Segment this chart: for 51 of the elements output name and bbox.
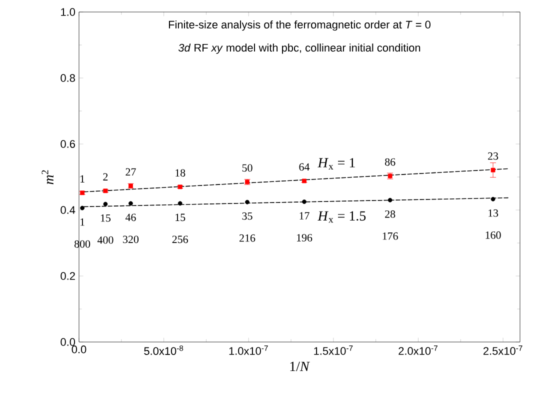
text: 3d RF xy model with pbc, collinear initial condition [178, 44, 420, 54]
annotation: 216 [240, 234, 256, 242]
annotation: 15 [100, 214, 111, 222]
point [103, 202, 108, 206]
point [388, 198, 392, 202]
point [490, 168, 496, 172]
point [245, 200, 250, 204]
x-tick-label: 2.0x10$^{-7}$ [398, 346, 438, 355]
point [490, 196, 496, 202]
x-tick-label: 5.0x10$^{-8}$ [144, 346, 184, 355]
annotation: 1 [80, 175, 84, 182]
annotation: 28 [385, 210, 396, 218]
annotation: 13 [488, 209, 498, 217]
point [178, 201, 182, 206]
annotation: 46 [125, 214, 136, 222]
y-tick-label: 1.0 [61, 8, 76, 16]
x-tick-label: 2.5x10$^{-7}$ [483, 346, 522, 355]
text: Finite-size analysis of the ferromagnetic order at T = 0 [168, 20, 430, 31]
x-tick-label: 1.0x10$^{-7}$ [229, 346, 268, 355]
x-tick-label: 0.0 [72, 346, 86, 354]
annotation: 27 [126, 168, 136, 176]
annotation: 160 [486, 231, 501, 239]
point [80, 206, 85, 210]
y-tick-label: 0.4 [60, 206, 76, 214]
annotation: 64 [299, 163, 310, 171]
annotation: 17 [300, 212, 310, 220]
annotation: 50 [242, 164, 252, 172]
y-tick-label: 0.0 [60, 338, 76, 346]
annotation: 35 [242, 212, 252, 220]
y-tick-label: 0.8 [60, 74, 75, 82]
annotation: 800 [74, 240, 90, 248]
annotation: 18 [176, 169, 186, 177]
point [302, 200, 306, 204]
point [128, 201, 133, 206]
series-label: H$_{x}$ = 1 [318, 158, 355, 170]
x-axis-title: 1/N [290, 362, 310, 372]
annotation: 1 [80, 218, 84, 226]
annotation: 196 [297, 234, 312, 242]
annotation: 23 [488, 152, 498, 160]
annotation: 320 [123, 236, 139, 244]
y-tick-label: 0.2 [60, 272, 75, 280]
annotation: 15 [176, 214, 186, 222]
y-tick-label: 0.6 [60, 140, 75, 148]
x-tick-label: 1.5x10$^{-7}$ [314, 346, 353, 355]
series-label: H$_{x}$ = 1.5 [318, 211, 366, 223]
annotation: 176 [382, 232, 398, 240]
y-axis-title: m$^{2}$ [42, 170, 54, 184]
annotation: 86 [385, 158, 396, 166]
annotation: 2 [103, 173, 108, 180]
annotation: 400 [97, 236, 114, 244]
annotation: 256 [172, 236, 188, 244]
